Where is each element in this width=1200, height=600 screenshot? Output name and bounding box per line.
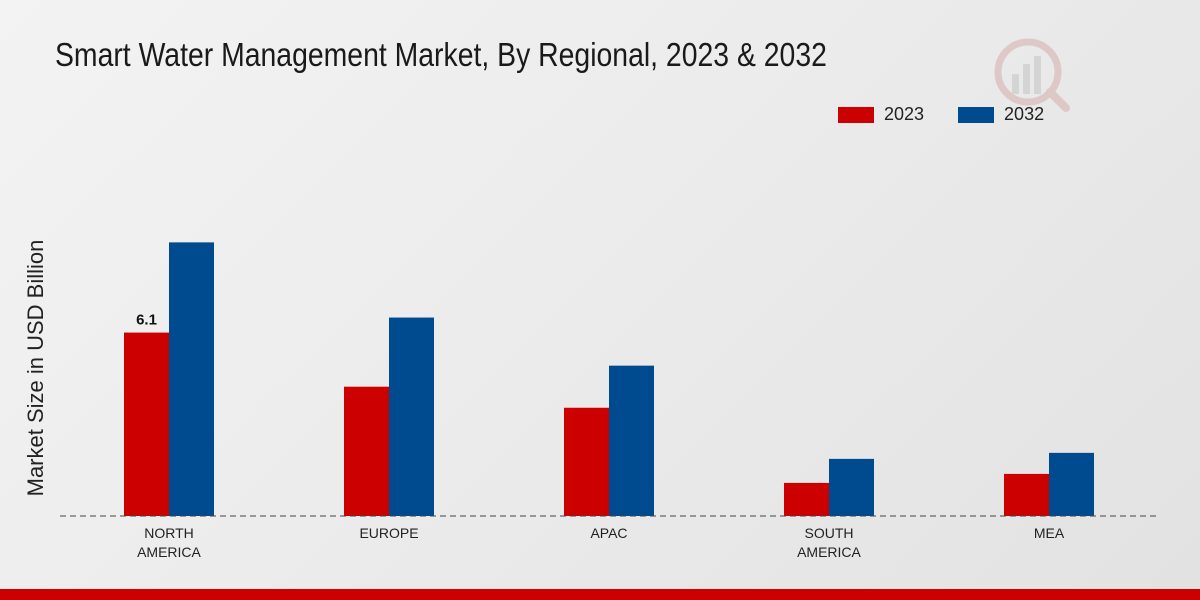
x-tick-label: AMERICA [137,544,201,560]
x-tick-label: EUROPE [359,525,418,541]
bar-2023-2 [564,407,609,516]
bar-2032-1 [389,317,434,516]
legend-swatch-2032 [958,106,995,123]
bar-2032-0 [169,242,214,516]
chart-legend: 2023 2032 [838,104,1078,125]
chart-title: Smart Water Management Market, By Region… [55,36,827,73]
bar-2023-3 [784,482,829,516]
bar-2032-4 [1049,452,1094,516]
x-tick-label: APAC [590,525,627,541]
brand-logo-icon [994,38,1070,112]
legend-label-2023: 2023 [884,104,925,124]
x-tick-label: NORTH [144,525,194,541]
bar-2023-1 [344,386,389,516]
legend-item-2023: 2023 [838,104,924,125]
x-tick-label: MEA [1034,525,1065,541]
data-label: 6.1 [136,312,157,329]
bottom-accent-bar [0,589,1200,600]
bar-2023-4 [1004,473,1049,516]
bar-2023-0 [124,332,169,516]
legend-swatch-2023 [838,106,874,123]
x-tick-label: SOUTH [805,525,854,541]
legend-label-2032: 2032 [1004,104,1045,124]
bar-2032-3 [829,458,874,516]
legend-item-2032: 2032 [958,104,1044,125]
x-tick-label: AMERICA [797,544,861,560]
bar-2032-2 [609,365,654,516]
